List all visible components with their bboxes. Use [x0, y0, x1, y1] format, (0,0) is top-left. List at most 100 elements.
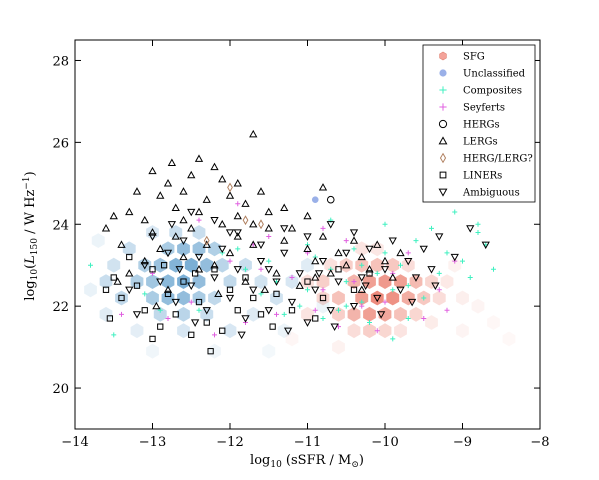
y-tick-label: 26 [52, 136, 69, 151]
ambiguous-point [163, 249, 173, 258]
sfg-density-cell [370, 290, 384, 306]
unclassified-density-cell [192, 290, 206, 306]
sfg-density-cell [432, 290, 446, 306]
lergs-point [163, 285, 173, 293]
ambiguous-point [194, 253, 204, 262]
lergs-point [152, 301, 161, 310]
lergs-point [357, 252, 366, 261]
ambiguous-point [210, 274, 219, 282]
composites-point [258, 291, 264, 297]
ambiguous-point [431, 282, 440, 291]
herg-lerg-point [242, 215, 249, 226]
x-tick-label: −8 [530, 435, 549, 450]
liners-point [164, 290, 172, 298]
composites-point [475, 221, 481, 227]
ambiguous-point [148, 233, 157, 241]
unclassified-density-cell [277, 323, 291, 339]
lergs-point [179, 187, 188, 195]
sfg-density-cell [378, 274, 392, 289]
legend-marker-sfg [439, 51, 447, 61]
liners-point [335, 266, 342, 273]
ambiguous-point [373, 294, 382, 303]
sfg-density-cell [324, 257, 338, 273]
composites-point [142, 291, 148, 297]
seyferts-point [359, 303, 365, 309]
y-tick-label: 28 [52, 54, 69, 69]
lergs-point [101, 224, 111, 232]
ambiguous-point [249, 286, 258, 295]
y-tick-label: 22 [52, 300, 69, 315]
sfg-density-cell [301, 306, 314, 322]
ambiguous-point [218, 245, 227, 254]
unclassified-density-cell [208, 241, 221, 257]
unclassified-density-cell [208, 290, 221, 306]
lergs-point [249, 219, 258, 228]
sfg-density-cell [401, 290, 415, 306]
seyferts-point [258, 266, 264, 272]
lergs-point [187, 170, 196, 179]
liners-point [133, 282, 141, 289]
liners-point [312, 315, 319, 322]
sfg-density-cell [332, 339, 345, 355]
unclassified-density-cell [177, 290, 190, 306]
ambiguous-point [272, 278, 281, 286]
ambiguous-point [171, 298, 180, 307]
unclassified-density-cell [99, 306, 113, 322]
ambiguous-point [187, 282, 196, 291]
sfg-density-cell [355, 290, 369, 306]
composites-point [405, 315, 411, 321]
legend-label-ambiguous: Ambiguous [462, 188, 520, 199]
seyferts-point [119, 311, 124, 317]
seyferts-point [165, 315, 171, 321]
ambiguous-point [225, 229, 235, 237]
ambiguous-point [287, 298, 297, 307]
ambiguous-point [361, 282, 370, 291]
legend-marker-liners [439, 171, 447, 179]
sfg-density-cell [316, 290, 330, 306]
ambiguous-point [334, 278, 343, 286]
seyferts-point [444, 307, 450, 313]
sfg-density-cell [456, 323, 469, 339]
liners-point [118, 294, 125, 302]
ambiguous-point [190, 319, 200, 327]
seyferts-point [235, 201, 241, 207]
unclassified-density-cell [161, 290, 175, 306]
ambiguous-point [396, 286, 405, 295]
ambiguous-point [175, 266, 184, 274]
lergs-point [233, 232, 242, 240]
legend-label-unclassified: Unclassified [463, 69, 526, 80]
liners-point [242, 274, 249, 281]
unclassified-point [311, 196, 319, 203]
density-layer [84, 225, 500, 359]
composites-point [343, 279, 349, 285]
legend: SFG Unclassified Composites Seyferts HERGs LE… [422, 44, 536, 203]
legend-marker-herg-lerg [439, 152, 447, 164]
x-tick-label: −11 [294, 435, 321, 450]
sfg-density-cell [487, 315, 500, 330]
ambiguous-point [435, 233, 444, 241]
lergs-point [210, 260, 219, 269]
lergs-point [318, 183, 328, 191]
legend-marker-seyferts [439, 103, 447, 111]
lergs-point [303, 244, 312, 252]
ambiguous-point [125, 286, 134, 295]
unclassified-density-cell [285, 274, 299, 289]
seyferts-point [436, 287, 442, 293]
unclassified-density-cell [146, 290, 159, 306]
legend-label-composites: Composites [463, 86, 522, 97]
ambiguous-point [311, 286, 320, 295]
ambiguous-point [179, 237, 188, 245]
composites-point [343, 303, 349, 309]
lergs-point [148, 228, 157, 236]
unclassified-density-cell [215, 257, 229, 273]
ambiguous-point [132, 311, 142, 319]
seyferts-point [196, 217, 202, 223]
unclassified-density-cell [192, 274, 206, 289]
ambiguous-point [388, 237, 397, 245]
lergs-point [280, 203, 289, 212]
ambiguous-point [256, 257, 266, 266]
composites-point [374, 270, 380, 276]
composites-point [157, 307, 163, 313]
lergs-point [156, 244, 165, 252]
lergs-point [260, 285, 270, 293]
